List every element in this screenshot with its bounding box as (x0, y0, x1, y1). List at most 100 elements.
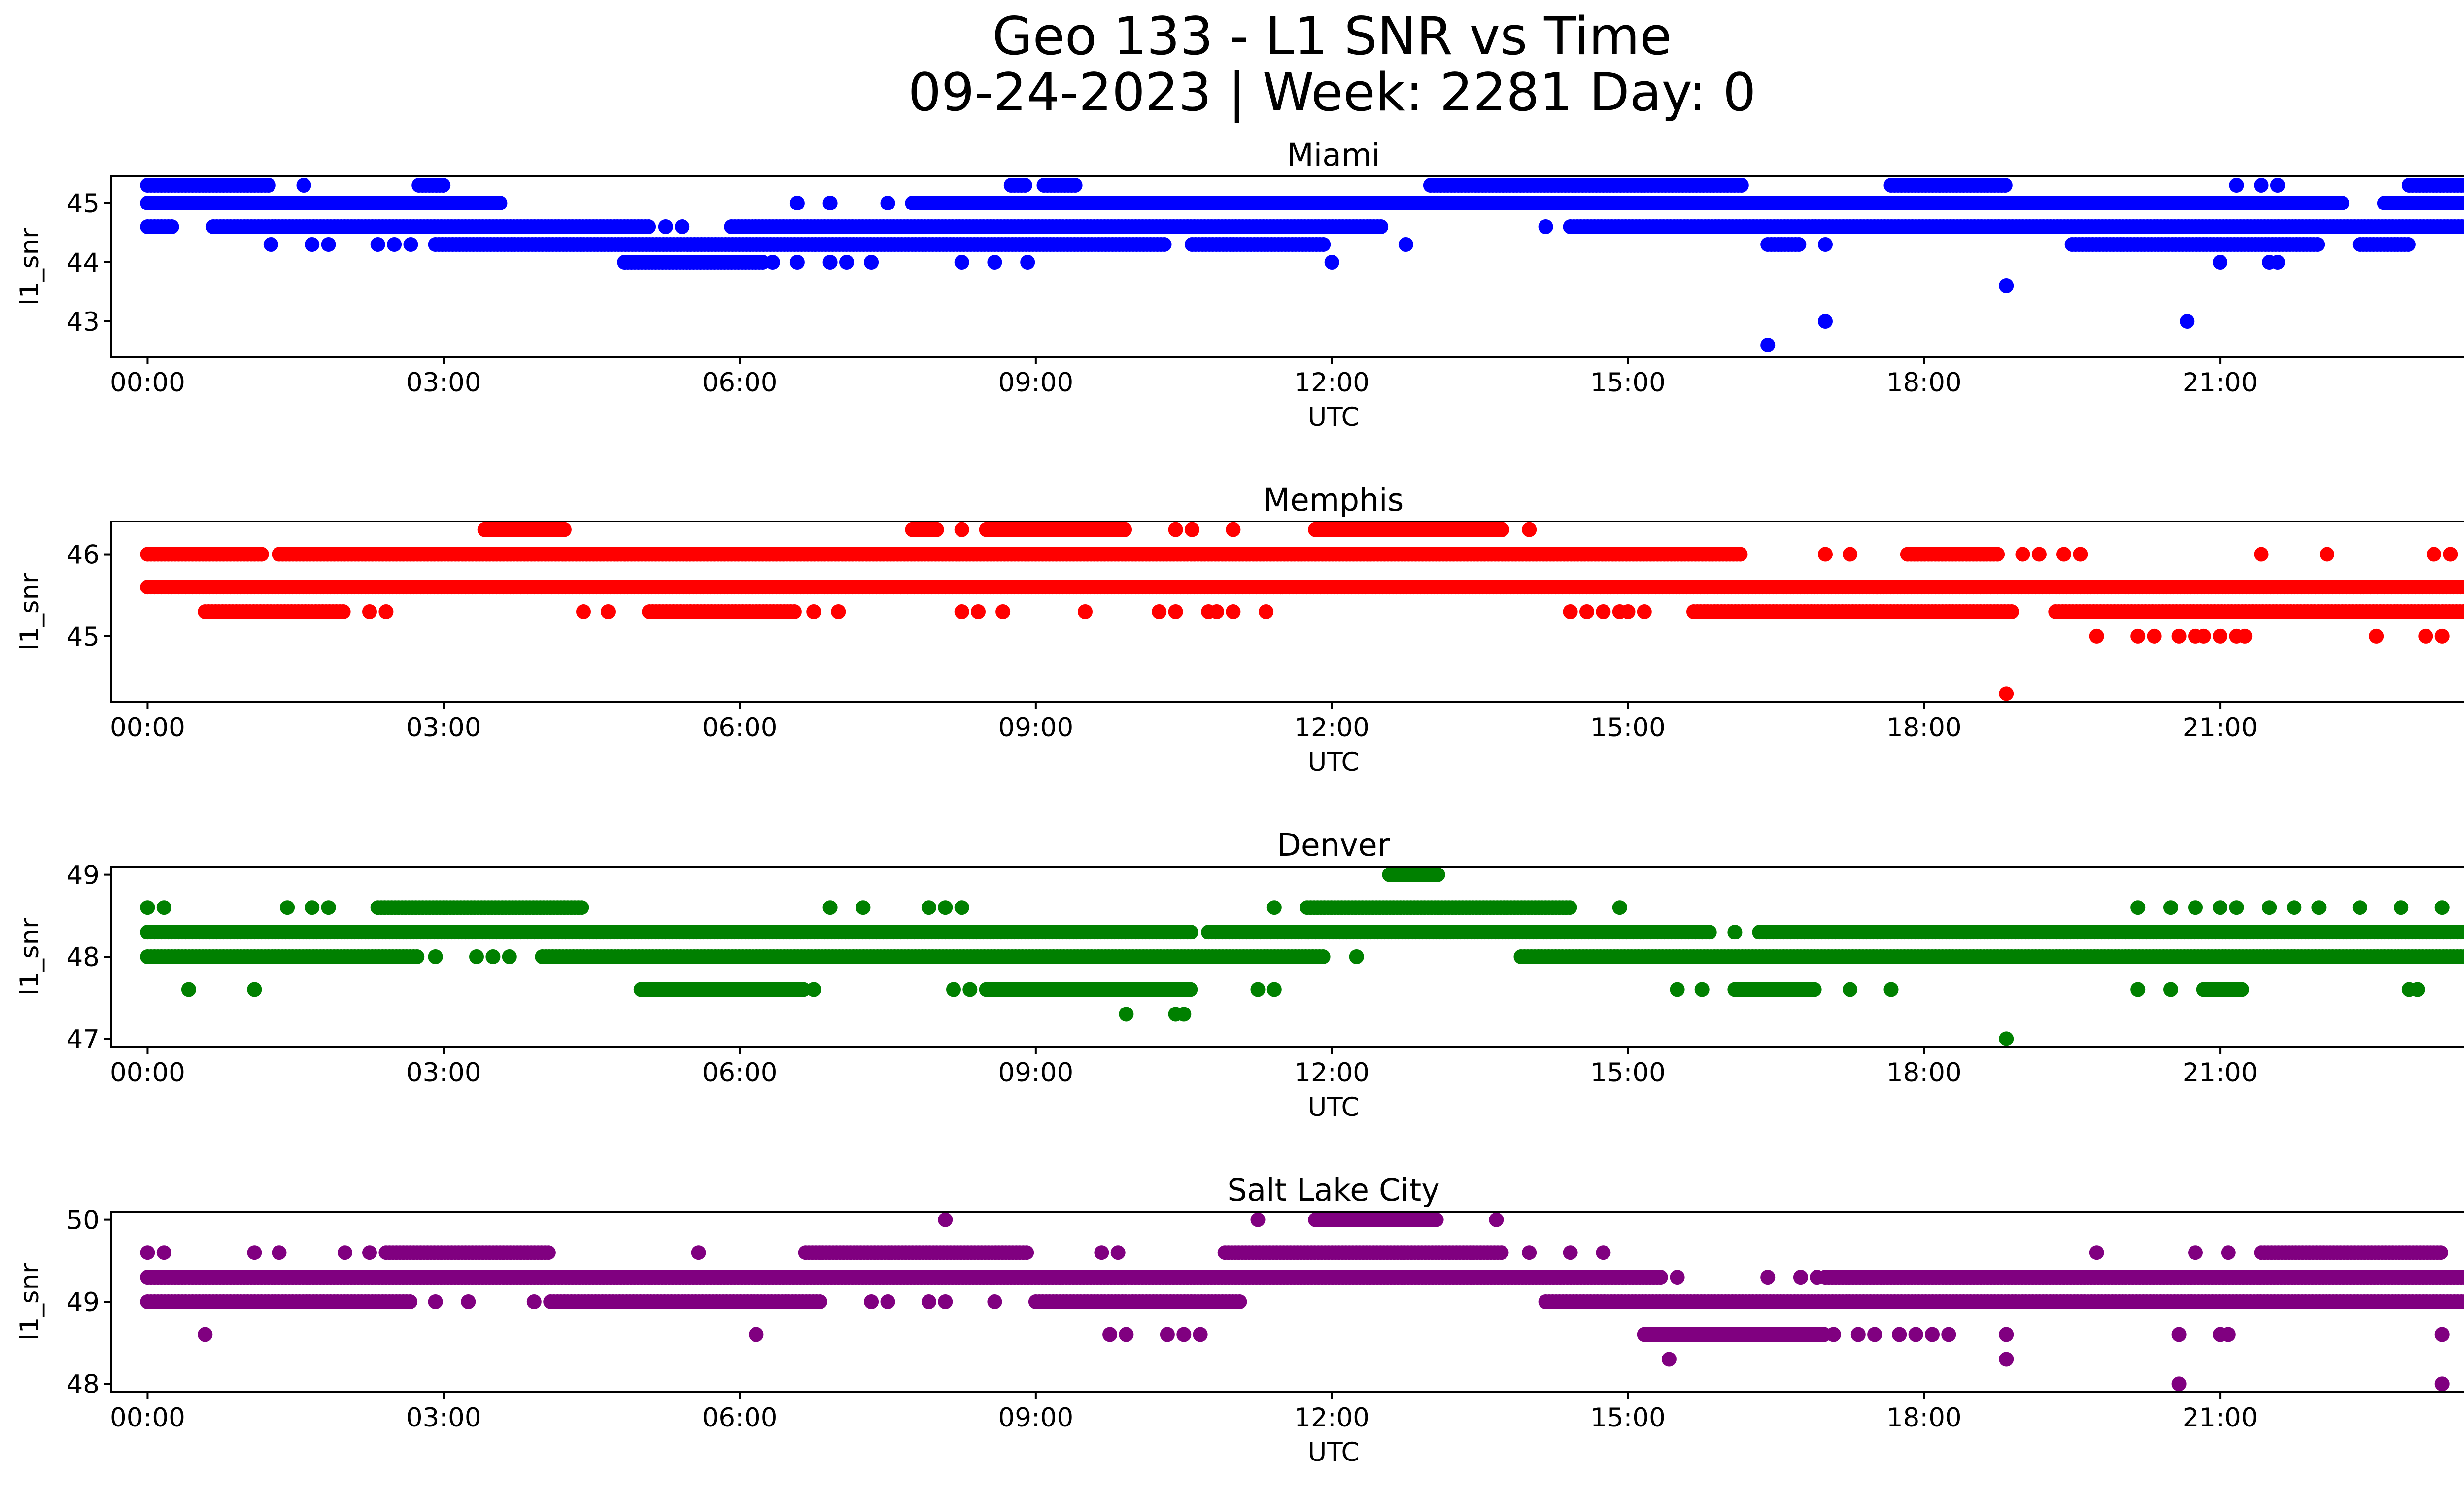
data-point (880, 196, 895, 210)
y-axis-label: l1_snr (15, 228, 45, 306)
data-point (296, 178, 311, 193)
data-point (1596, 604, 1611, 619)
data-point (1152, 604, 1167, 619)
data-point (2460, 196, 2464, 210)
data-point (2089, 628, 2104, 644)
data-point (1168, 522, 1183, 537)
data-point (787, 604, 802, 619)
y-tick-label: 45 (67, 622, 100, 652)
data-point (261, 178, 276, 193)
data-point (378, 604, 394, 619)
data-point (2463, 607, 2464, 616)
x-tick-label: 09:00 (998, 713, 1073, 743)
data-point (1398, 237, 1413, 252)
data-point (2180, 314, 2195, 329)
figure-title-line1: Geo 133 - L1 SNR vs Time (992, 6, 1672, 67)
data-point (658, 219, 673, 234)
data-point (2171, 628, 2187, 644)
data-point (1373, 219, 1389, 234)
data-point (263, 237, 278, 252)
data-point (2460, 950, 2464, 964)
data-point (2254, 547, 2269, 562)
data-point (2229, 178, 2244, 193)
data-point (2418, 628, 2433, 644)
data-point (1843, 547, 1858, 562)
data-point (1226, 522, 1241, 537)
x-tick-label: 18:00 (1886, 713, 1962, 743)
data-point (675, 219, 690, 234)
data-point (987, 255, 1002, 270)
data-point (831, 604, 846, 619)
data-point (436, 178, 451, 193)
data-point (954, 604, 969, 619)
data-point (1760, 338, 1776, 352)
data-point (601, 604, 616, 619)
y-axis-label: l1_snr (15, 573, 45, 651)
data-point (1168, 604, 1183, 619)
data-point (2461, 179, 2464, 192)
data-point (2334, 196, 2350, 210)
data-point (1538, 219, 1553, 234)
scatter-series (140, 522, 2464, 701)
x-tick-label: 00:00 (110, 368, 185, 398)
x-tick-label: 06:00 (702, 713, 778, 743)
data-point (1209, 604, 1224, 619)
y-tick-label: 44 (67, 248, 100, 278)
data-point (796, 982, 811, 997)
data-point (2237, 628, 2253, 644)
data-point (1430, 867, 1445, 882)
data-point (576, 604, 591, 619)
data-point (403, 237, 418, 252)
data-point (254, 547, 269, 562)
data-point (1184, 522, 1199, 537)
data-point (995, 604, 1011, 619)
x-tick-label: 21:00 (2183, 368, 2258, 398)
data-point (1563, 604, 1578, 619)
data-point (2459, 605, 2464, 619)
data-point (2461, 221, 2464, 233)
data-point (2369, 628, 2384, 644)
data-point (1791, 237, 1807, 252)
data-point (387, 237, 402, 252)
subplot-title: Miami (1287, 137, 1380, 173)
data-point (2400, 237, 2416, 252)
subplot-title: Denver (1277, 827, 1390, 863)
axes-frame (110, 175, 2464, 358)
data-point (2213, 255, 2228, 270)
data-point (2434, 628, 2450, 644)
data-point (1562, 900, 1577, 915)
data-point (1999, 686, 2014, 701)
data-point (370, 237, 385, 252)
data-point (1522, 522, 1537, 537)
data-point (2460, 580, 2464, 594)
x-tick-label: 00:00 (110, 713, 185, 743)
x-tick-label: 03:00 (406, 713, 481, 743)
subplot-title: Memphis (1264, 482, 1404, 518)
figure-title-line2: 09-24-2023 | Week: 2281 Day: 0 (908, 62, 1756, 123)
data-point (1818, 237, 1833, 252)
data-point (789, 196, 805, 210)
data-point (1226, 604, 1241, 619)
x-tick-label: 03:00 (406, 368, 481, 398)
data-point (1579, 604, 1594, 619)
x-tick-label: 15:00 (1590, 713, 1666, 743)
data-point (1157, 237, 1172, 252)
data-point (971, 604, 986, 619)
data-point (822, 196, 838, 210)
data-point (1324, 255, 1339, 270)
data-point (1316, 237, 1331, 252)
data-point (2254, 178, 2269, 193)
data-point (1078, 604, 1093, 619)
data-point (1017, 178, 1032, 193)
data-point (641, 219, 656, 234)
x-tick-label: 06:00 (702, 368, 778, 398)
data-point (410, 949, 425, 964)
data-point (574, 900, 589, 915)
data-point (2147, 628, 2162, 644)
data-point (822, 255, 838, 270)
data-point (305, 237, 320, 252)
